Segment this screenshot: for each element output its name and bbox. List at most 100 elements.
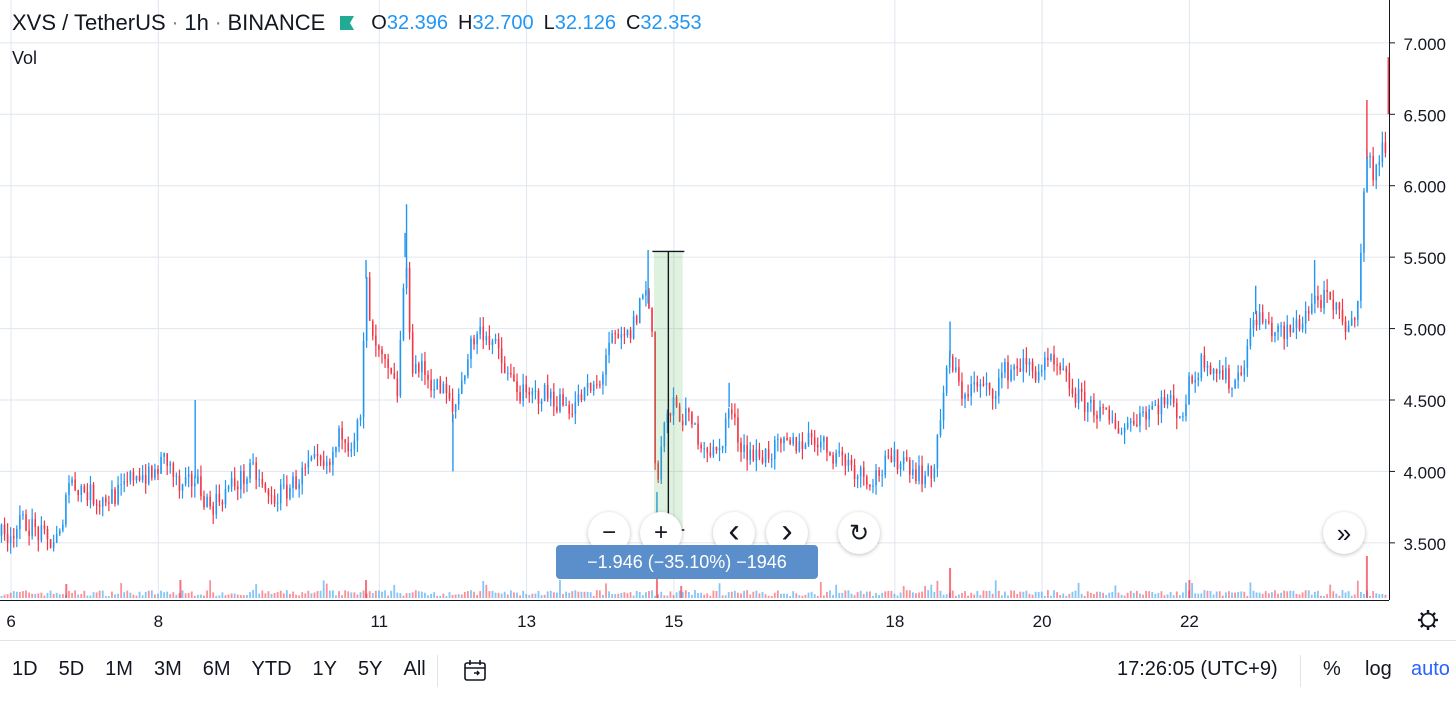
range-1m-button[interactable]: 1M	[105, 658, 133, 680]
gear-icon	[1418, 610, 1438, 630]
range-6m-button[interactable]: 6M	[202, 658, 231, 680]
candle-body	[62, 524, 64, 531]
separator-2: ·	[214, 11, 222, 34]
range-5y-button[interactable]: 5Y	[358, 658, 383, 680]
calendar-range-icon[interactable]	[462, 659, 488, 683]
range-1y-button[interactable]: 1Y	[312, 658, 338, 680]
candle-body	[507, 372, 509, 374]
volume-bar	[107, 595, 110, 598]
range-3m-button[interactable]: 3M	[153, 658, 182, 680]
symbol-name[interactable]: XVS / TetherUS	[12, 10, 166, 35]
volume-bar	[1114, 585, 1117, 598]
candle-body	[734, 413, 736, 418]
candle-body	[1059, 365, 1061, 371]
candle-body	[829, 452, 831, 456]
volume-bar	[577, 591, 580, 598]
candle-body	[1320, 300, 1322, 308]
candle-body	[341, 428, 343, 440]
range-all-button[interactable]: All	[403, 658, 426, 680]
volume-bar	[1062, 593, 1065, 598]
candle-body	[310, 456, 313, 461]
volume-bar	[856, 592, 859, 598]
volume-bar	[1037, 591, 1040, 598]
volume-bar	[77, 594, 80, 598]
reset-chart-button[interactable]: ↻	[838, 512, 880, 554]
volume-bar	[1335, 593, 1338, 598]
volume-bar	[1172, 595, 1175, 598]
scroll-to-latest-button[interactable]: »	[1323, 512, 1365, 554]
candle-body	[65, 495, 67, 525]
candle-body	[712, 446, 715, 456]
candle-body	[160, 456, 162, 474]
candle-body	[464, 375, 466, 381]
volume-bar	[1203, 590, 1206, 598]
range-5d-button[interactable]: 5D	[58, 658, 85, 680]
candle-body	[951, 356, 954, 371]
volume-bar	[126, 590, 129, 598]
candle-body	[344, 439, 346, 443]
volume-bar	[1240, 591, 1243, 598]
candle-body	[939, 420, 942, 436]
volume-bar	[758, 593, 761, 598]
volume-bar	[193, 595, 196, 598]
log-scale-toggle[interactable]: log	[1365, 658, 1392, 680]
volume-bar	[1261, 593, 1264, 598]
volume-bar	[878, 595, 881, 598]
candle-body	[1298, 319, 1301, 330]
candle-body	[362, 340, 365, 418]
candle-body	[292, 476, 294, 488]
candle-body	[1050, 354, 1052, 361]
open-value: 32.396	[386, 11, 449, 34]
volume-bar	[865, 591, 868, 598]
candle-body	[332, 452, 334, 466]
volume-bar	[479, 591, 482, 598]
exchange-label: BINANCE	[227, 10, 326, 35]
bottom-toolbar: 1D 5D 1M 3M 6M YTD 1Y 5Y All 17:26:05 (U…	[0, 640, 1456, 703]
candle-body	[823, 437, 825, 442]
separator-1: ·	[171, 11, 179, 34]
volume-bar	[1338, 595, 1341, 598]
range-1d-button[interactable]: 1D	[12, 658, 38, 680]
price-chart[interactable]: 7.000 6.500 6.000 5.500 5.000 4.500 4.000 3.500…	[0, 0, 1456, 640]
volume-bar	[46, 592, 49, 598]
candle-body	[457, 393, 460, 405]
candle-body	[353, 440, 356, 449]
time-axis[interactable]	[0, 600, 1389, 641]
volume-bar	[408, 592, 411, 598]
candle-body	[973, 381, 976, 385]
volume-bar	[654, 595, 656, 598]
current-time[interactable]: 17:26:05 (UTC+9)	[1117, 658, 1278, 680]
volume-bar	[660, 591, 663, 598]
volume-bar	[138, 591, 141, 598]
candle-body	[46, 528, 49, 540]
volume-bar	[516, 592, 518, 598]
volume-bar	[371, 592, 374, 598]
volume-bar	[911, 592, 914, 598]
volume-bar	[786, 593, 788, 598]
volume-bar	[586, 591, 589, 598]
volume-bar	[1317, 590, 1319, 598]
candle-body	[1099, 407, 1101, 419]
candle-body	[49, 539, 52, 548]
candle-body	[329, 461, 331, 466]
price-axis[interactable]	[1389, 0, 1456, 600]
volume-bar	[491, 590, 494, 598]
candle-body	[9, 536, 12, 543]
volume-bar	[655, 570, 658, 598]
candle-body	[510, 372, 512, 375]
volume-bar	[1344, 592, 1347, 598]
volume-bar	[442, 593, 445, 598]
toolbar-divider-2	[1300, 655, 1301, 687]
percent-scale-toggle[interactable]: %	[1323, 658, 1341, 680]
interval-label[interactable]: 1h	[184, 10, 209, 35]
candle-body	[1289, 324, 1292, 333]
volume-bar	[546, 591, 549, 598]
chart-svg[interactable]: 7.000 6.500 6.000 5.500 5.000 4.500 4.000 3.500…	[0, 0, 1456, 640]
volume-bar	[500, 593, 503, 598]
volume-indicator-label[interactable]: Vol	[12, 48, 38, 68]
time-tick-label: 11	[370, 612, 388, 631]
auto-scale-toggle[interactable]: auto	[1411, 658, 1450, 680]
range-ytd-button[interactable]: YTD	[251, 658, 292, 680]
volume-bar	[34, 594, 37, 598]
volume-bar	[712, 590, 715, 598]
